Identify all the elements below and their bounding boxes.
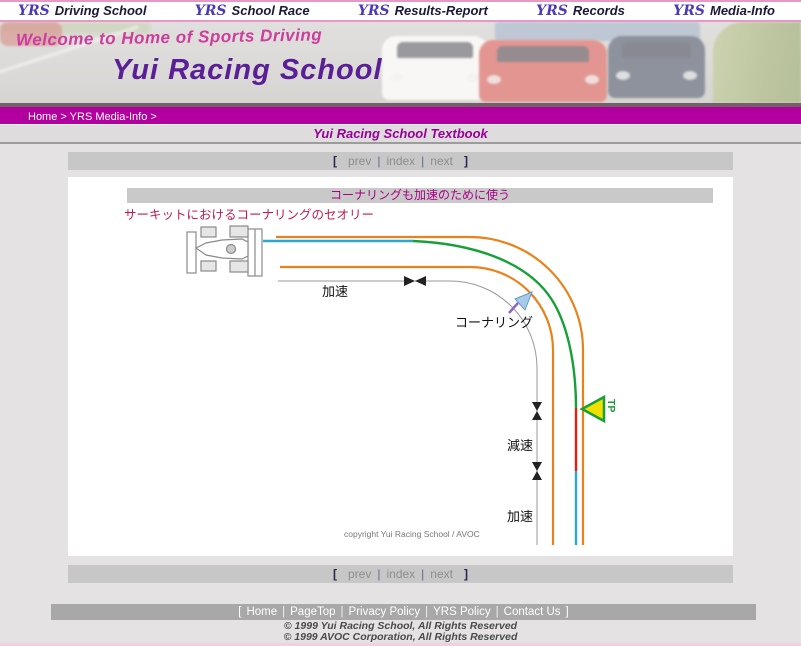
index-link[interactable]: index [386, 154, 416, 168]
red-car-photo [479, 40, 607, 102]
header-banner: Welcome to Home of Sports Driving Yui Ra… [0, 22, 801, 103]
footer-separator: | [340, 606, 344, 618]
footer-separator: | [425, 606, 429, 618]
label-accelerate-top: 加速 [322, 284, 348, 299]
racing-line-cornering [412, 239, 578, 409]
tp-label: TP [605, 399, 617, 412]
footer-link-yrs-policy[interactable]: YRS Policy [433, 606, 491, 618]
bottom-divider [0, 643, 801, 646]
cornering-diagram: TP 加速 コーナリング 減速 加速 copyright Yui Racing … [186, 225, 617, 545]
top-navigation: YRS Driving School YRS School Race YRS R… [0, 0, 801, 22]
zone-boundary-marker [532, 462, 542, 480]
footer-link-home[interactable]: Home [246, 606, 278, 618]
footer-link-contact-us[interactable]: Contact Us [503, 606, 561, 618]
top-nav-school-race[interactable]: YRS School Race [194, 3, 310, 19]
white-car-photo [382, 36, 488, 100]
yrs-logo-text: YRS [536, 3, 568, 19]
zone-boundary-marker [404, 276, 426, 286]
breadcrumb[interactable]: Home > YRS Media-Info > [28, 111, 157, 123]
pager-separator: | [377, 567, 381, 581]
top-nav-media-info[interactable]: YRS Media-Info [673, 3, 775, 19]
yrs-logo-text: YRS [194, 3, 227, 19]
diagram-copyright: copyright Yui Racing School / AVOC [344, 529, 480, 539]
pager-separator: | [421, 567, 425, 581]
pager-close-bracket: ] [463, 567, 468, 581]
grass-patch [713, 22, 801, 103]
breadcrumb-bar: Home > YRS Media-Info > [0, 103, 801, 124]
footer-link-privacy-policy[interactable]: Privacy Policy [348, 606, 421, 618]
pager-open-bracket: [ [333, 567, 338, 581]
pager-bottom: [ prev | index | next] [68, 565, 733, 583]
top-nav-driving-school[interactable]: YRS Driving School [18, 3, 147, 19]
zone-boundary-marker [532, 402, 542, 420]
site-title: Yui Racing School [112, 54, 383, 86]
pager-open-bracket: [ [333, 154, 338, 168]
page-title-bar: Yui Racing School Textbook [0, 124, 801, 144]
yrs-logo-text: YRS [673, 3, 705, 19]
yrs-logo-text: YRS [357, 3, 390, 19]
page-title: Yui Racing School Textbook [313, 126, 488, 141]
prev-link[interactable]: prev [348, 154, 372, 168]
top-nav-results-report[interactable]: YRS Results-Report [357, 3, 488, 19]
label-accelerate-bottom: 加速 [507, 509, 533, 524]
next-link[interactable]: next [430, 154, 453, 168]
pager-separator: | [377, 154, 381, 168]
turning-point-marker: TP [579, 394, 617, 424]
apex-arrow-icon [508, 291, 533, 314]
footer-link-pagetop[interactable]: PageTop [290, 606, 336, 618]
footer-open-bracket: [ [238, 606, 242, 618]
photo-fade-overlay [0, 22, 801, 103]
index-link[interactable]: index [386, 567, 416, 581]
next-link[interactable]: next [430, 567, 453, 581]
label-decelerate: 減速 [507, 438, 533, 453]
track-inner-edge [280, 265, 555, 545]
track-outer-edge [276, 235, 585, 545]
footer-close-bracket: ] [565, 606, 569, 618]
footer-separator: | [282, 606, 286, 618]
top-nav-records[interactable]: YRS Records [536, 3, 625, 19]
label-cornering: コーナリング [455, 315, 533, 330]
dark-car-photo [608, 36, 705, 98]
red-car-photo [0, 22, 62, 46]
copyright-line-1: © 1999 Yui Racing School, All Rights Res… [283, 620, 518, 632]
lesson-subheading: サーキットにおけるコーナリングのセオリー [124, 208, 375, 222]
prev-link[interactable]: prev [348, 567, 372, 581]
copyright-block: © 1999 Yui Racing School, All Rights Res… [0, 621, 801, 643]
footer-links-bar: [ Home | PageTop | Privacy Policy | YRS Policy |… [51, 604, 756, 620]
pager-top: [ prev | index | next] [68, 152, 733, 170]
yrs-logo-text: YRS [18, 3, 50, 19]
content-panel: コーナリングも加速のために使う サーキットにおけるコーナリングのセオリー [68, 177, 733, 556]
formula-car-illustration [186, 225, 263, 277]
footer-separator: | [495, 606, 499, 618]
zone-guide-line [278, 280, 538, 545]
lesson-heading: コーナリングも加速のために使う [127, 188, 713, 203]
pager-separator: | [421, 154, 425, 168]
pager-close-bracket: ] [463, 154, 468, 168]
copyright-line-2: © 1999 AVOC Corporation, All Rights Rese… [283, 631, 518, 643]
